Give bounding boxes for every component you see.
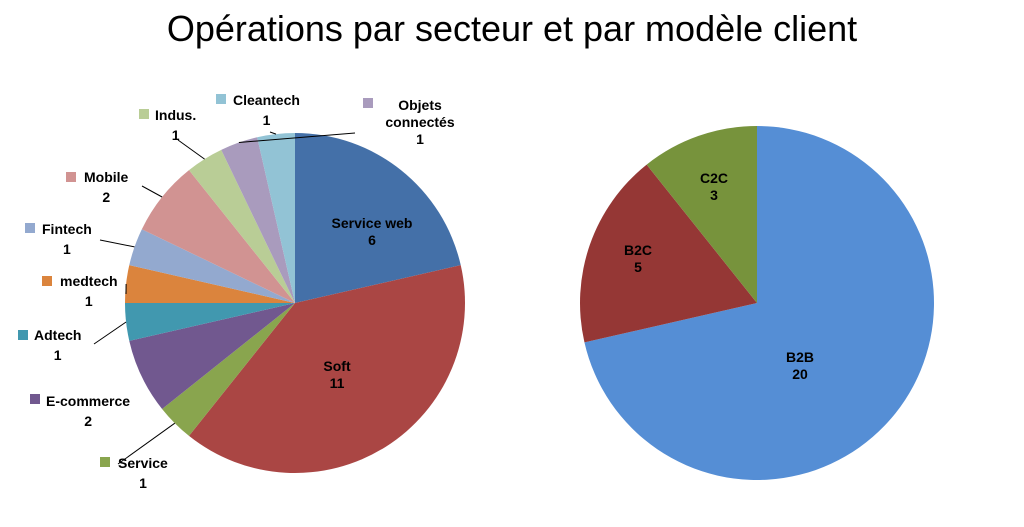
client-model-slice-b2c xyxy=(580,164,757,343)
sector-slice-service-web xyxy=(295,133,461,303)
sector-slice-soft xyxy=(189,265,466,473)
legend-key-medtech xyxy=(42,276,52,286)
sector-label-fintech: Fintech xyxy=(42,221,92,237)
sector-pie-labels: Service web 6 Soft 11 Service 1 E-commerce 2 Adt… xyxy=(18,92,455,491)
sector-label-objets-connectes: Objets connectés 1 xyxy=(385,97,454,147)
sector-label-cleantech: Cleantech xyxy=(233,92,300,108)
sector-value-medtech: 1 xyxy=(85,293,93,309)
client-model-label-b2c: B2C 5 xyxy=(624,242,652,275)
leader-line-fintech xyxy=(99,239,135,248)
leader-line-objets-connectes xyxy=(238,132,356,143)
client-model-pie xyxy=(580,126,935,480)
client-model-slice-c2c xyxy=(646,126,757,303)
sector-label-service: Service xyxy=(118,455,168,471)
client-model-slice-b2b xyxy=(584,126,935,480)
client-model-label-c2c: C2C 3 xyxy=(700,170,728,203)
sector-slice-cleantech xyxy=(257,133,295,303)
sector-value-e-commerce: 2 xyxy=(84,413,92,429)
legend-key-indus xyxy=(139,109,149,119)
sector-value-cleantech: 1 xyxy=(263,112,271,128)
leader-line-cleantech xyxy=(269,131,277,135)
chart-title: Opérations par secteur et par modèle cli… xyxy=(166,8,858,49)
legend-key-cleantech xyxy=(216,94,226,104)
leader-line-service xyxy=(117,422,176,465)
sector-slice-objets-connectes xyxy=(221,137,295,303)
legend-key-mobile xyxy=(66,172,76,182)
sector-value-mobile: 2 xyxy=(102,189,110,205)
sector-value-adtech: 1 xyxy=(54,347,62,363)
leader-line-adtech xyxy=(93,321,127,345)
sector-label-indus: Indus. xyxy=(155,107,196,123)
sector-slice-e-commerce xyxy=(129,303,295,409)
sector-slice-mobile xyxy=(141,170,295,303)
legend-key-objets-connectes xyxy=(363,98,373,108)
sector-label-medtech: medtech xyxy=(60,273,118,289)
sector-label-soft: Soft 11 xyxy=(323,358,351,391)
sector-slice-adtech xyxy=(125,303,295,341)
sector-label-adtech: Adtech xyxy=(34,327,81,343)
sector-label-service-web: Service web 6 xyxy=(332,215,413,248)
sector-slice-fintech xyxy=(129,229,295,303)
sector-value-fintech: 1 xyxy=(63,241,71,257)
sector-value-indus: 1 xyxy=(172,127,180,143)
sector-slice-indus xyxy=(189,149,295,303)
sector-value-service: 1 xyxy=(139,475,147,491)
leader-line-mobile xyxy=(141,185,163,198)
client-model-pie-labels: B2B 20 B2C 5 C2C 3 xyxy=(624,170,814,382)
legend-key-service xyxy=(100,457,110,467)
legend-key-fintech xyxy=(25,223,35,233)
client-model-label-b2b: B2B 20 xyxy=(786,349,814,382)
sector-slice-medtech xyxy=(125,265,295,303)
sector-label-mobile: Mobile xyxy=(84,169,129,185)
legend-key-e-commerce xyxy=(30,394,40,404)
sector-pie xyxy=(125,133,466,473)
sector-label-e-commerce: E-commerce xyxy=(46,393,130,409)
legend-key-adtech xyxy=(18,330,28,340)
leader-line-indus xyxy=(177,139,205,160)
sector-slice-service xyxy=(162,303,295,436)
